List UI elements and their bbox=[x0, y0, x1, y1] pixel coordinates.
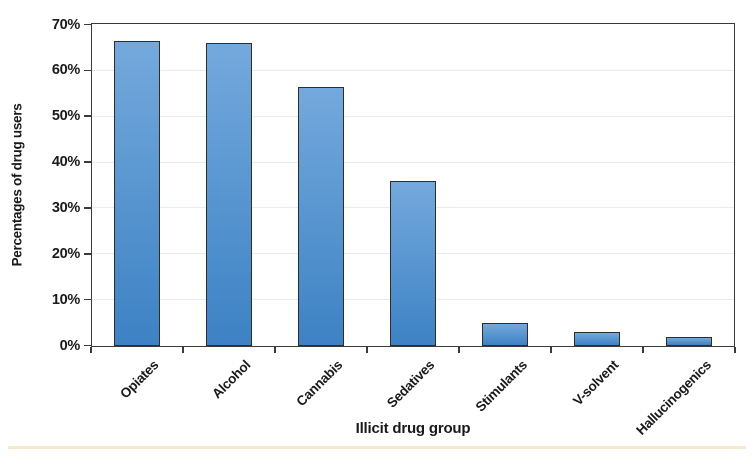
x-label-opiates: Opiates bbox=[117, 357, 162, 402]
x-label-sedatives: Sedatives bbox=[384, 357, 438, 411]
bar-stimulants bbox=[481, 323, 528, 346]
bar-opiates bbox=[113, 41, 160, 346]
x-axis-tick bbox=[550, 347, 552, 353]
x-axis-tick bbox=[734, 347, 736, 353]
y-tick-label-20: 20% bbox=[51, 245, 80, 262]
x-axis-tick bbox=[274, 347, 276, 353]
bar-cannabis bbox=[297, 86, 344, 346]
y-tick-label-40: 40% bbox=[51, 154, 80, 171]
y-axis-tick bbox=[84, 69, 91, 72]
y-tick-label-50: 50% bbox=[51, 108, 80, 125]
y-axis-title: Percentages of drug users bbox=[9, 103, 25, 267]
y-tick-label-70: 70% bbox=[51, 16, 80, 33]
bar-alcohol bbox=[205, 43, 252, 346]
bar-v-solvent bbox=[573, 332, 620, 346]
x-axis-tick bbox=[90, 347, 92, 353]
y-tick-label-30: 30% bbox=[51, 199, 80, 216]
y-axis-tick bbox=[84, 344, 91, 347]
gridline-60 bbox=[92, 69, 734, 71]
y-axis-tick bbox=[84, 115, 91, 117]
gridline-40 bbox=[92, 161, 734, 163]
y-axis-tick bbox=[84, 298, 91, 301]
x-label-cannabis: Cannabis bbox=[293, 357, 346, 410]
bottom-rule bbox=[8, 446, 746, 449]
y-axis-tick bbox=[84, 207, 91, 209]
x-axis-tick bbox=[458, 347, 460, 353]
gridline-50 bbox=[92, 115, 734, 117]
x-label-stimulants: Stimulants bbox=[472, 357, 530, 415]
x-axis-tick bbox=[642, 347, 644, 353]
bar-sedatives bbox=[389, 180, 436, 346]
y-tick-label-10: 10% bbox=[51, 291, 80, 308]
x-axis-tick bbox=[366, 347, 368, 353]
plot-area bbox=[91, 23, 735, 347]
bar-hallucinogenics bbox=[665, 336, 712, 346]
x-label-v-solvent: V-solvent bbox=[570, 357, 622, 409]
x-axis-tick bbox=[182, 347, 184, 353]
x-axis-title: Illicit drug group bbox=[355, 420, 471, 437]
y-axis-tick bbox=[84, 23, 91, 26]
y-axis-tick bbox=[84, 161, 91, 163]
x-label-alcohol: Alcohol bbox=[209, 357, 254, 402]
y-axis-tick bbox=[84, 253, 91, 255]
y-tick-label-0: 0% bbox=[59, 337, 81, 354]
y-tick-label-60: 60% bbox=[51, 62, 80, 79]
